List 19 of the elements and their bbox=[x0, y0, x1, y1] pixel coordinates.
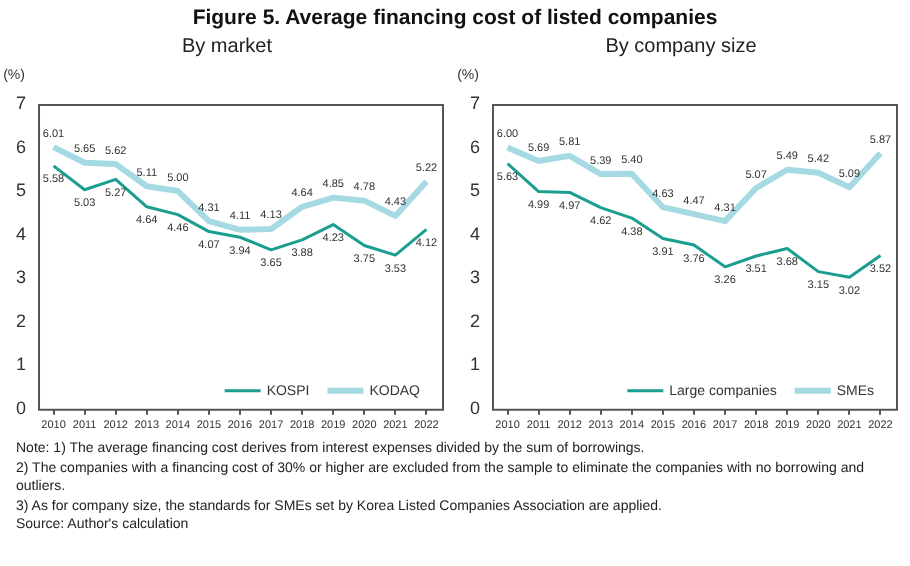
y-tick-label: 0 bbox=[469, 397, 481, 418]
y-tick-label: 6 bbox=[469, 136, 481, 157]
y-tick-label: 2 bbox=[469, 310, 481, 331]
y-tick-label: 1 bbox=[469, 354, 481, 375]
y-tick-label: 0 bbox=[15, 397, 27, 418]
chart-title: Figure 5. Average financing cost of listed companies bbox=[190, 4, 720, 34]
chart-subtitle: By market bbox=[179, 36, 274, 62]
y-tick-label: 5 bbox=[15, 180, 27, 201]
y-tick-label: 3 bbox=[469, 267, 481, 288]
y-tick-label: 7 bbox=[15, 92, 27, 113]
y-tick-label: 3 bbox=[15, 267, 27, 288]
y-tick-label: 4 bbox=[15, 223, 27, 244]
y-tick-label: 5 bbox=[469, 180, 481, 201]
y-tick-label: 6 bbox=[15, 136, 27, 157]
y-tick-label: 1 bbox=[15, 354, 27, 375]
y-tick-label: 2 bbox=[15, 310, 27, 331]
y-tick-label: 4 bbox=[469, 223, 481, 244]
chart-title: By company size bbox=[603, 36, 759, 62]
y-tick-label: 7 bbox=[469, 92, 481, 113]
